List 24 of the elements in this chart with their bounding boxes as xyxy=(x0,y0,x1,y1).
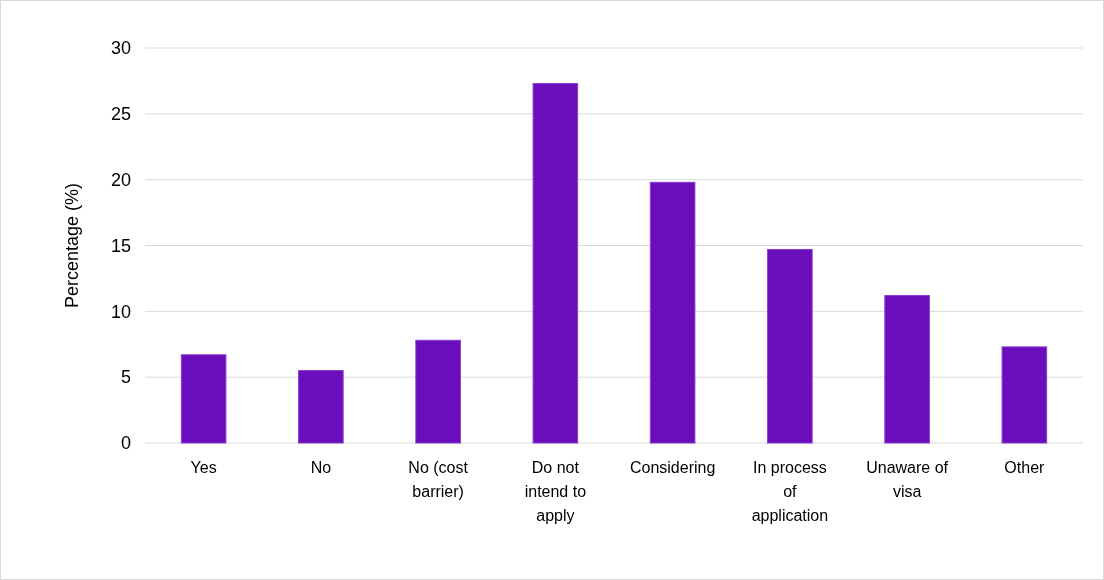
y-tick-label: 30 xyxy=(110,38,131,59)
bar xyxy=(532,83,579,444)
y-tick-label: 10 xyxy=(110,301,131,322)
y-tick-label: 15 xyxy=(110,235,131,256)
x-tick-label: Other xyxy=(1004,459,1046,476)
x-tick-label: Unaware of visa xyxy=(866,459,949,500)
y-tick-label: 20 xyxy=(110,169,131,190)
y-tick-label: 0 xyxy=(120,433,131,454)
y-tick-label: 5 xyxy=(120,367,131,388)
y-tick-label: 25 xyxy=(110,104,131,125)
x-tick-label: No (cost barrier) xyxy=(408,459,469,500)
bar xyxy=(415,339,461,444)
bar xyxy=(180,354,227,444)
bar xyxy=(767,248,813,444)
x-tick-label: Considering xyxy=(629,459,716,476)
x-tick-label: In process of application xyxy=(751,459,829,524)
x-tick-label: No xyxy=(310,459,332,476)
bar xyxy=(649,181,696,444)
bar xyxy=(298,370,344,444)
x-tick-label: Do not intend to apply xyxy=(524,459,587,524)
bar xyxy=(1001,346,1048,444)
bar xyxy=(884,295,930,444)
x-tick-label: Yes xyxy=(190,459,217,476)
y-axis-title: Percentage (%) xyxy=(62,182,82,309)
